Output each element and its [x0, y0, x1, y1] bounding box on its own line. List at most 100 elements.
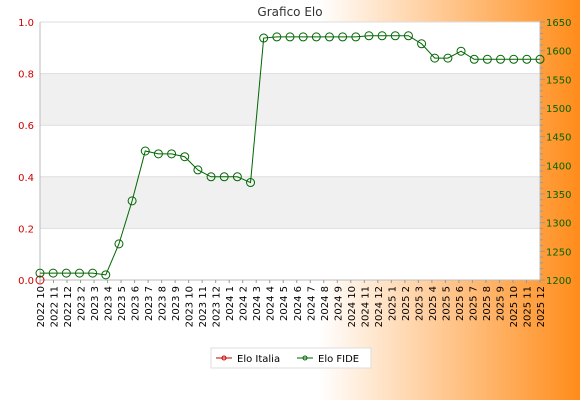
- left-axis-ticks: 0.0 0.2 0.4 0.6 0.8 1.0: [18, 18, 34, 287]
- x-tick-label: 2023 2: [77, 286, 88, 321]
- data-point: [417, 39, 427, 49]
- right-tick-label: 1550: [546, 75, 571, 86]
- x-tick-label: 2023 8: [158, 286, 169, 321]
- x-tick-label: 2025 3: [414, 286, 425, 321]
- data-point: [403, 31, 413, 41]
- data-point: [377, 31, 387, 41]
- right-tick-label: 1400: [546, 161, 571, 172]
- x-tick-label: 2024 4: [266, 286, 277, 321]
- data-point: [298, 32, 308, 42]
- series-0: [35, 275, 45, 285]
- data-point: [167, 149, 177, 159]
- data-point: [74, 268, 84, 278]
- right-axis-ticks: 1200 1250 1300 1350 1400 1450 1500 1550 1600 1650: [540, 18, 571, 287]
- x-tick-label: 2024 9: [333, 286, 344, 321]
- right-tick-label: 1250: [546, 247, 571, 258]
- left-tick-label: 0.8: [18, 70, 34, 81]
- right-tick-label: 1600: [546, 47, 571, 58]
- x-tick-label: 2024 7: [306, 286, 317, 321]
- data-point: [364, 31, 374, 41]
- data-point: [127, 196, 137, 206]
- series-layer: [35, 31, 545, 285]
- x-tick-label: 2023 7: [144, 286, 155, 321]
- x-tick-label: 2022 11: [50, 286, 61, 327]
- data-point: [338, 32, 348, 42]
- data-point: [35, 268, 45, 278]
- x-tick-label: 2024 6: [293, 286, 304, 321]
- x-tick-label: 2024 3: [252, 286, 263, 321]
- legend-label-elo-fide: Elo FIDE: [318, 354, 359, 365]
- x-tick-label: 2023 6: [131, 286, 142, 321]
- data-point: [311, 32, 321, 42]
- data-point: [430, 53, 440, 63]
- chart-title: Grafico Elo: [257, 5, 322, 19]
- x-tick-label: 2023 9: [171, 286, 182, 321]
- x-tick-label: 2024 10: [347, 286, 358, 327]
- data-point: [219, 172, 229, 182]
- left-tick-label: 0.0: [18, 276, 34, 287]
- data-point: [351, 32, 361, 42]
- x-tick-label: 2023 11: [198, 286, 209, 327]
- data-point: [324, 32, 334, 42]
- left-tick-label: 0.2: [18, 224, 34, 235]
- data-point: [522, 54, 532, 64]
- right-tick-label: 1350: [546, 190, 571, 201]
- data-point: [153, 149, 163, 159]
- data-point: [456, 46, 466, 56]
- x-tick-label: 2025 6: [455, 286, 466, 321]
- x-tick-label: 2025 5: [441, 286, 452, 321]
- data-point: [180, 152, 190, 162]
- x-tick-label: 2025 7: [468, 286, 479, 321]
- x-tick-label: 2024 5: [279, 286, 290, 321]
- data-point: [232, 172, 242, 182]
- data-point: [390, 31, 400, 41]
- data-point: [482, 54, 492, 64]
- x-tick-label: 2023 5: [117, 286, 128, 321]
- data-point: [259, 33, 269, 43]
- right-tick-label: 1200: [546, 276, 571, 287]
- legend-box: [210, 347, 372, 369]
- data-point: [48, 268, 58, 278]
- right-tick-label: 1300: [546, 219, 571, 230]
- data-point: [285, 32, 295, 42]
- x-tick-label: 2025 12: [536, 286, 547, 327]
- data-point: [469, 54, 479, 64]
- x-tick-label: 2022 12: [63, 286, 74, 327]
- series-line: [40, 35, 540, 276]
- legend-marker-elo-fide: [302, 355, 308, 361]
- data-point: [140, 146, 150, 156]
- data-point: [206, 172, 216, 182]
- plot-band: [40, 73, 540, 126]
- data-point: [35, 275, 45, 285]
- x-tick-label: 2025 4: [428, 286, 439, 321]
- plot-area: [40, 22, 540, 280]
- data-point: [496, 54, 506, 64]
- x-tick-label: 2025 9: [495, 286, 506, 321]
- left-tick-label: 1.0: [18, 18, 34, 29]
- legend: Elo Italia Elo FIDE: [210, 347, 372, 369]
- left-tick-label: 0.4: [18, 173, 34, 184]
- data-point: [114, 239, 124, 249]
- x-tick-label: 2023 3: [90, 286, 101, 321]
- data-point: [88, 268, 98, 278]
- x-tick-label: 2025 1: [387, 286, 398, 321]
- axes: [39, 22, 541, 281]
- data-point: [101, 270, 111, 280]
- data-point: [61, 268, 71, 278]
- right-tick-label: 1650: [546, 18, 571, 29]
- left-tick-label: 0.6: [18, 121, 34, 132]
- series-1: [35, 31, 545, 280]
- x-tick-label: 2024 8: [320, 286, 331, 321]
- x-tick-label: 2024 2: [239, 286, 250, 321]
- right-tick-label: 1450: [546, 133, 571, 144]
- x-tick-label: 2022 10: [36, 286, 47, 327]
- x-tick-label: 2024 12: [374, 286, 385, 327]
- x-tick-label: 2025 10: [509, 286, 520, 327]
- data-point: [509, 54, 519, 64]
- legend-marker-elo-italia: [221, 355, 227, 361]
- right-tick-label: 1500: [546, 104, 571, 115]
- data-point: [193, 165, 203, 175]
- data-point: [246, 178, 256, 188]
